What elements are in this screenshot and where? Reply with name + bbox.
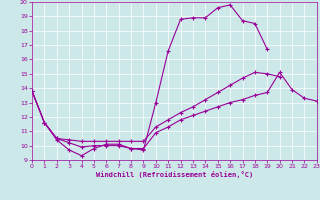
X-axis label: Windchill (Refroidissement éolien,°C): Windchill (Refroidissement éolien,°C) [96,171,253,178]
